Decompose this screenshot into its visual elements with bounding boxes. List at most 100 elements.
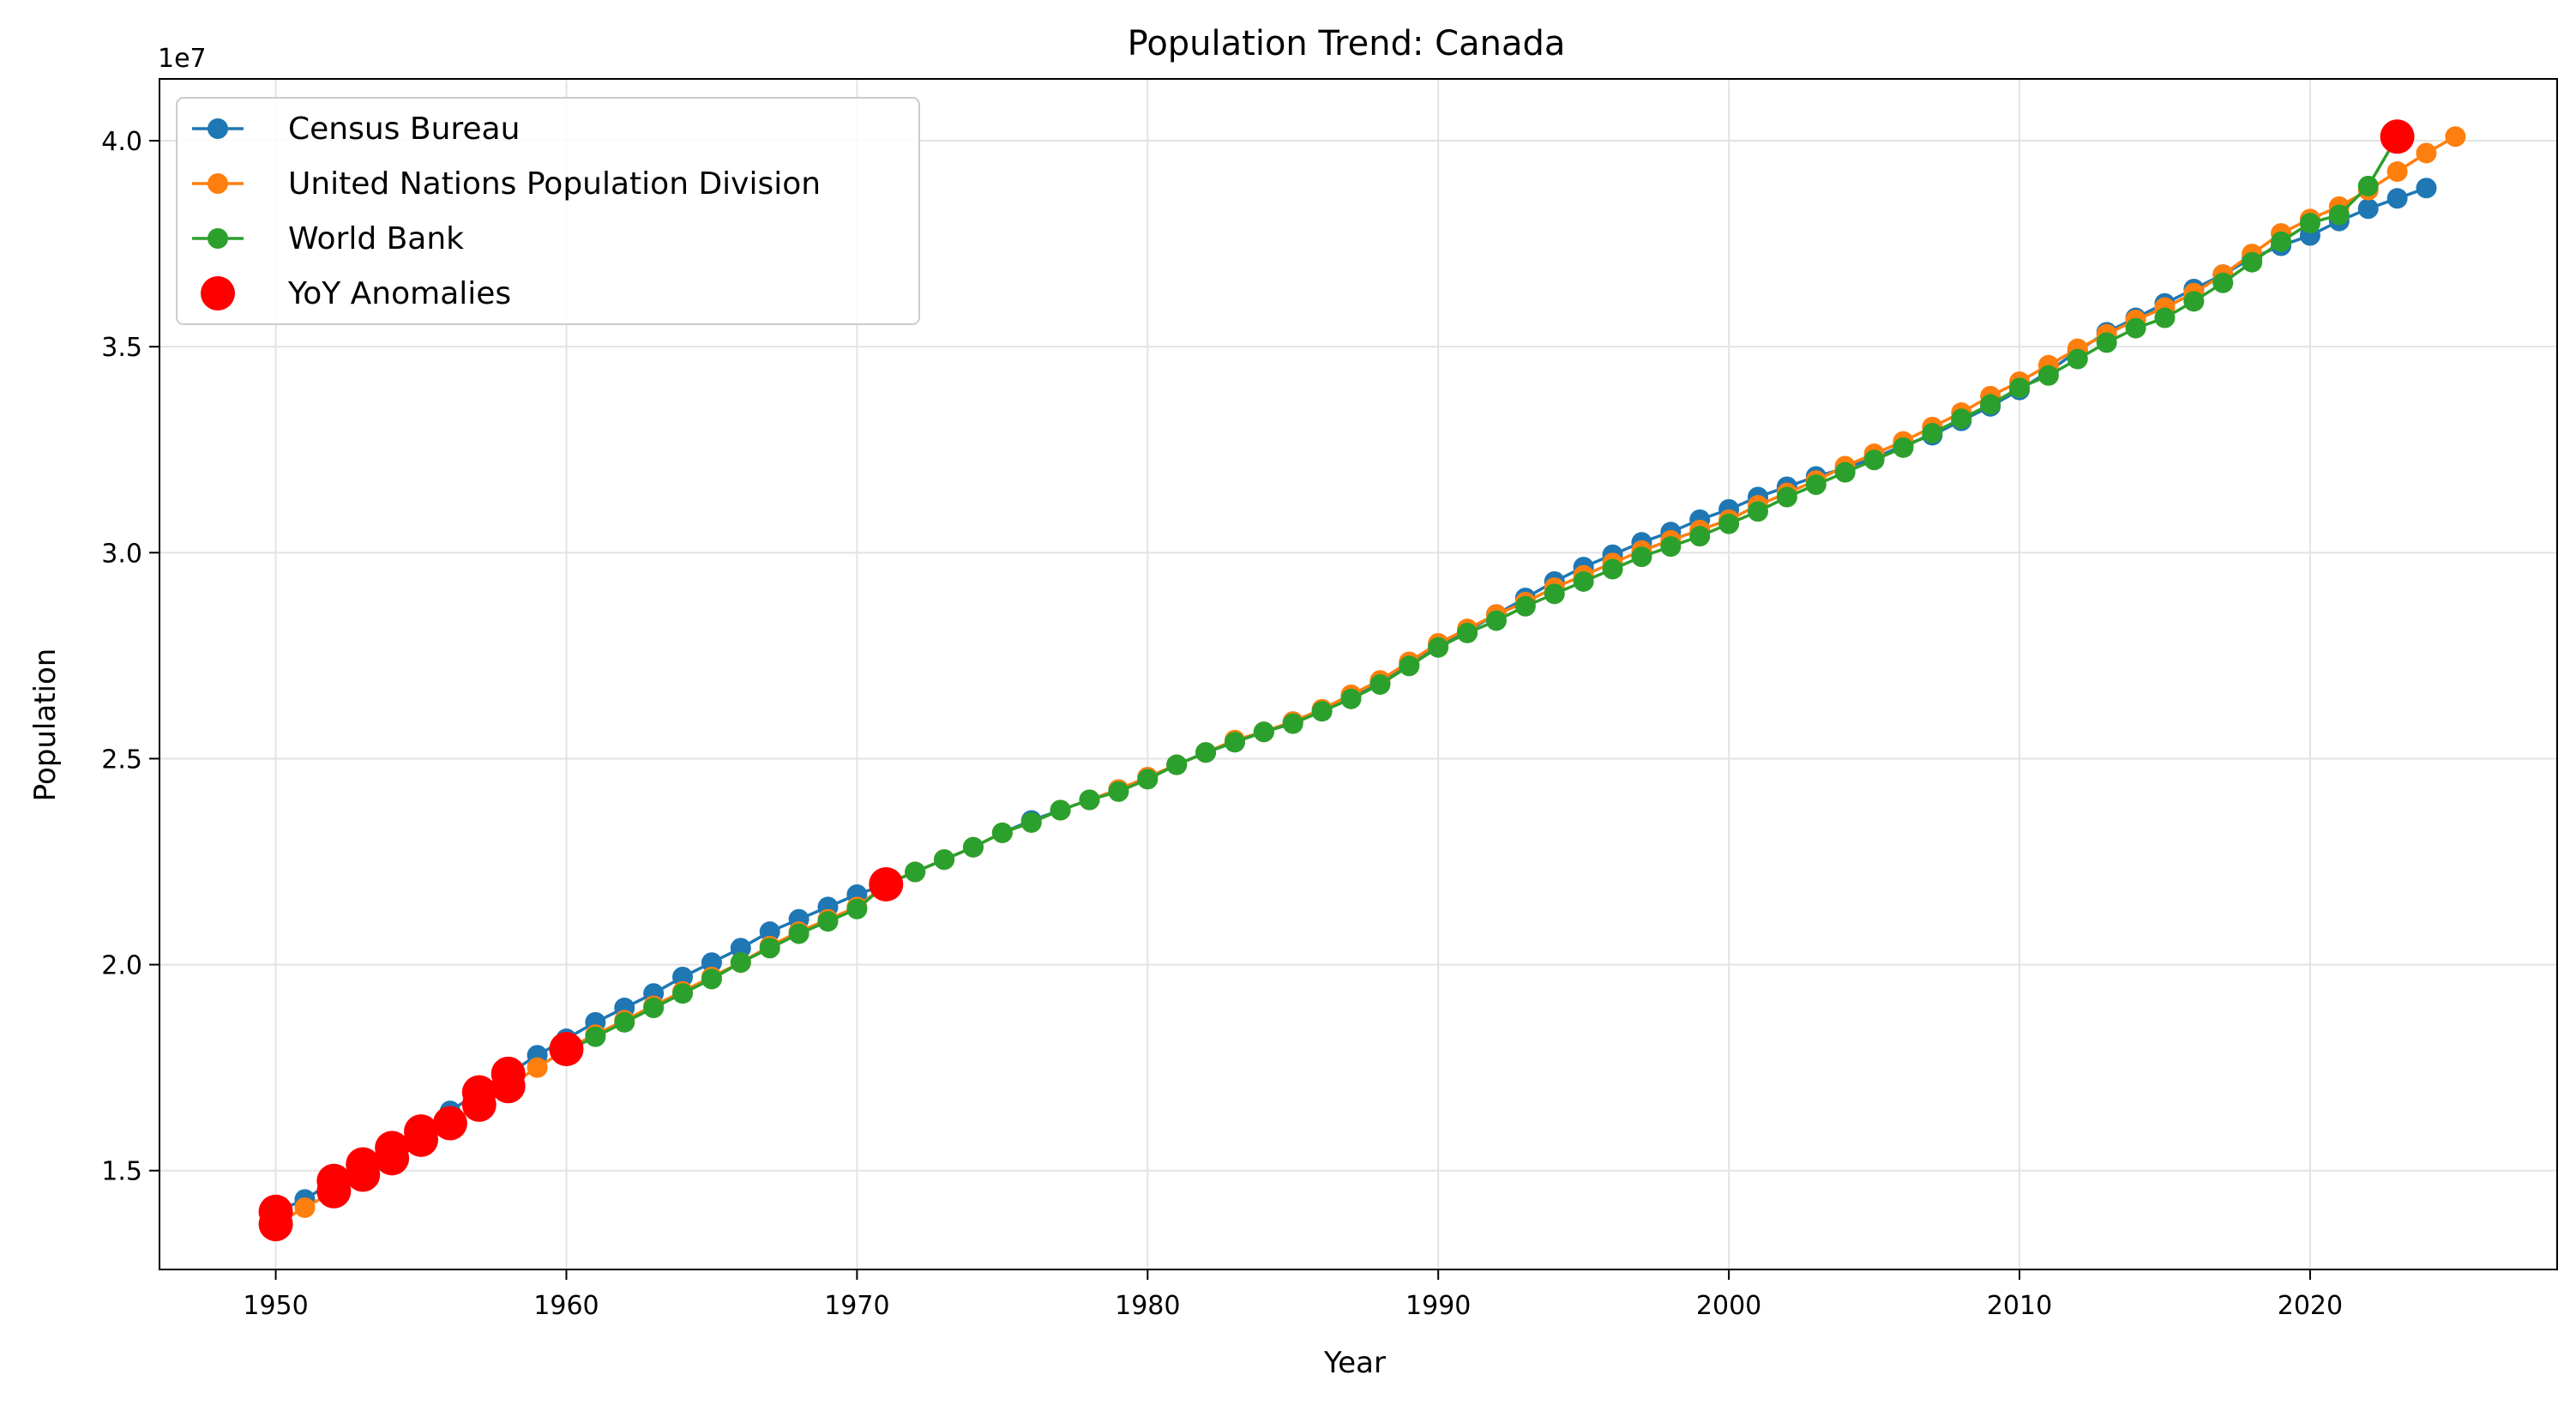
- data-point: [991, 822, 1013, 843]
- data-point: [614, 1011, 635, 1033]
- data-point: [1951, 408, 1972, 430]
- data-point: [2416, 142, 2437, 164]
- data-point: [1834, 461, 1856, 483]
- data-point: [2009, 377, 2031, 399]
- data-point: [1369, 674, 1391, 696]
- legend-entry: World Bank: [192, 221, 464, 256]
- legend-swatch-marker: [208, 173, 228, 194]
- legend-swatch-marker: [208, 118, 228, 139]
- legend: Census Bureau United Nations Population D…: [176, 97, 920, 325]
- legend-swatch-marker: [201, 276, 235, 311]
- data-point: [2386, 188, 2408, 209]
- y-tick-label: 3.5: [101, 333, 142, 363]
- data-point: [527, 1057, 548, 1078]
- data-point: [1544, 583, 1565, 605]
- legend-entry: Census Bureau: [192, 112, 520, 147]
- data-point: [1166, 754, 1188, 775]
- data-point: [1253, 721, 1274, 743]
- data-point: [934, 849, 955, 871]
- data-point: [1079, 789, 1100, 811]
- x-axis-label: Year: [1323, 1346, 1386, 1380]
- legend-swatch-marker: [208, 228, 228, 249]
- data-point: [1805, 474, 1827, 496]
- legend-box: [176, 97, 920, 325]
- data-point: [2096, 332, 2117, 353]
- data-point: [1922, 423, 1943, 444]
- anomaly-layer: [258, 119, 2415, 1242]
- data-point: [759, 921, 780, 943]
- series-line: [565, 136, 2399, 1053]
- data-point: [1457, 622, 1478, 643]
- data-point: [2242, 251, 2263, 273]
- data-point: [1195, 742, 1217, 763]
- data-point: [672, 967, 694, 988]
- data-point: [1893, 437, 1914, 458]
- data-point: [672, 983, 694, 1004]
- data-point: [2183, 291, 2205, 312]
- anomaly-point: [346, 1157, 381, 1192]
- data-point: [1050, 799, 1071, 821]
- data-point: [1020, 811, 1042, 833]
- data-point: [2212, 272, 2234, 293]
- data-point: [2328, 204, 2350, 226]
- data-point: [1660, 536, 1682, 558]
- data-point: [2357, 175, 2379, 196]
- data-point: [2271, 231, 2292, 252]
- anomaly-point: [491, 1069, 526, 1104]
- x-tick-label: 1950: [243, 1291, 308, 1321]
- data-point: [2154, 307, 2176, 329]
- legend-label: United Nations Population Division: [288, 166, 821, 202]
- axis-ticks: 1950 1960 1970 1980 1990 2000 2010 2020 1.5 2.0 2.…: [101, 127, 2343, 1321]
- anomaly-point: [461, 1087, 497, 1122]
- legend-label: YoY Anomalies: [287, 276, 511, 311]
- data-point: [2416, 178, 2437, 199]
- data-point: [1340, 688, 1362, 709]
- data-point: [2125, 317, 2146, 339]
- anomaly-point: [549, 1032, 584, 1067]
- data-point: [1224, 732, 1245, 753]
- x-tick-label: 1970: [824, 1291, 889, 1321]
- anomaly-point: [432, 1106, 467, 1141]
- chart-title: Population Trend: Canada: [1128, 24, 1566, 63]
- data-point: [788, 923, 810, 944]
- data-point: [1573, 570, 1594, 592]
- data-point: [1863, 449, 1885, 471]
- data-point: [2386, 161, 2408, 183]
- data-point: [846, 898, 868, 920]
- data-point: [1631, 546, 1652, 568]
- data-point: [701, 952, 722, 974]
- data-point: [1108, 781, 1129, 802]
- anomaly-point: [316, 1173, 352, 1209]
- x-tick-label: 2020: [2278, 1291, 2343, 1321]
- data-point: [1689, 526, 1711, 547]
- y-tick-label: 3.0: [101, 539, 142, 569]
- data-point: [1602, 558, 1623, 580]
- data-point: [1748, 501, 1768, 522]
- data-point: [2445, 126, 2466, 148]
- data-point: [905, 861, 926, 883]
- legend-label: Census Bureau: [288, 112, 520, 147]
- data-point: [1485, 610, 1507, 631]
- plot-frame: [159, 78, 2558, 1270]
- x-tick-label: 2000: [1696, 1291, 1761, 1321]
- y-tick-label: 1.5: [101, 1157, 142, 1187]
- y-tick-label: 2.0: [101, 951, 142, 981]
- data-point: [2299, 213, 2320, 234]
- data-point: [1514, 595, 1536, 617]
- data-point: [1137, 769, 1159, 790]
- legend-label: World Bank: [288, 221, 464, 256]
- data-point: [2067, 348, 2088, 370]
- x-tick-label: 1980: [1115, 1291, 1180, 1321]
- legend-entry: United Nations Population Division: [192, 166, 821, 202]
- x-tick-label: 1960: [533, 1291, 599, 1321]
- data-point: [1718, 513, 1740, 534]
- x-tick-label: 2010: [1987, 1291, 2052, 1321]
- data-point: [1776, 486, 1797, 508]
- data-point: [1311, 701, 1333, 722]
- data-point: [962, 836, 984, 858]
- data-point: [759, 938, 780, 959]
- data-point: [1428, 636, 1449, 658]
- data-point: [1282, 713, 1303, 734]
- data-point: [730, 952, 751, 974]
